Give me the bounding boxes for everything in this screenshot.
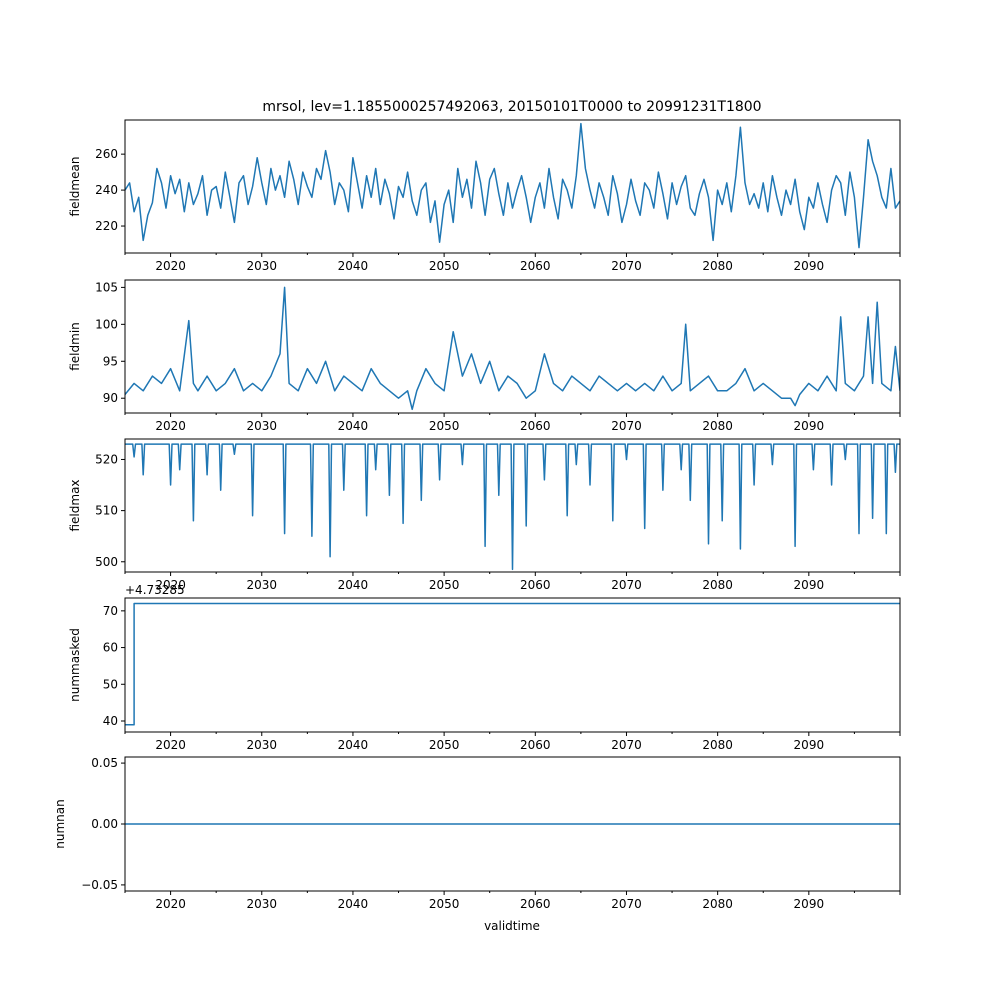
y-tick-label: 0.00 <box>91 817 118 831</box>
y-tick-label: 100 <box>95 317 118 331</box>
x-tick-label: 2050 <box>429 897 460 911</box>
x-tick-label: 2030 <box>246 578 277 592</box>
x-tick-label: 2020 <box>155 578 186 592</box>
y-tick-label: 60 <box>103 641 118 655</box>
x-tick-label: 2050 <box>429 578 460 592</box>
x-tick-label: 2080 <box>702 738 733 752</box>
x-tick-label: 2040 <box>338 259 369 273</box>
x-tick-label: 2080 <box>702 897 733 911</box>
figure-title: mrsol, lev=1.1855000257492063, 20150101T… <box>262 99 761 115</box>
x-tick-label: 2060 <box>520 419 551 433</box>
y-tick-label: −0.05 <box>81 878 118 892</box>
axes-frame <box>124 279 901 414</box>
x-tick-label: 2090 <box>794 419 825 433</box>
series-line-fieldmean <box>125 122 900 249</box>
axes-frame <box>124 119 901 254</box>
panel-fieldmin: 90 95 100 105 2020 2030 2040 2050 2060 2070 2080 20… <box>68 279 901 433</box>
x-tick-label: 2090 <box>794 897 825 911</box>
panel-fieldmax: 500 510 520 2020 2030 2040 2050 2060 2070 2080 209… <box>68 438 901 592</box>
x-tick-label: 2060 <box>520 259 551 273</box>
y-axis-label-fieldmean: fieldmean <box>68 157 82 217</box>
x-tick-label: 2090 <box>794 738 825 752</box>
x-tick-label: 2020 <box>155 738 186 752</box>
y-tick-label: 510 <box>95 504 118 518</box>
x-tick-label: 2030 <box>246 419 277 433</box>
x-tick-label: 2080 <box>702 259 733 273</box>
panel-nummasked: 40 50 60 70 2020 2030 2040 2050 2060 2070 2080 2090… <box>68 583 901 752</box>
y-tick-label: 260 <box>95 147 118 161</box>
x-tick-label: 2020 <box>155 419 186 433</box>
x-tick-label: 2040 <box>338 897 369 911</box>
y-tick-label: 220 <box>95 219 118 233</box>
y-tick-label: 500 <box>95 555 118 569</box>
x-tick-label: 2070 <box>611 419 642 433</box>
panels: 220 240 260 2020 2030 2040 2050 2060 2070 2080 209… <box>53 119 901 911</box>
x-tick-label: 2030 <box>246 259 277 273</box>
series-line-fieldmin <box>125 286 900 411</box>
y-tick-label: 95 <box>103 354 118 368</box>
x-tick-label: 2090 <box>794 578 825 592</box>
x-tick-label: 2040 <box>338 738 369 752</box>
y-axis-label-numnan: numnan <box>53 799 67 848</box>
x-tick-label: 2070 <box>611 259 642 273</box>
x-tick-label: 2070 <box>611 897 642 911</box>
panel-fieldmean: 220 240 260 2020 2030 2040 2050 2060 2070 2080 209… <box>68 119 901 273</box>
x-tick-label: 2070 <box>611 578 642 592</box>
y-tick-label: 0.05 <box>91 756 118 770</box>
x-tick-label: 2090 <box>794 259 825 273</box>
x-tick-label: 2080 <box>702 578 733 592</box>
x-axis-label: validtime <box>484 919 540 933</box>
x-tick-label: 2060 <box>520 578 551 592</box>
y-tick-label: 520 <box>95 452 118 466</box>
x-tick-label: 2030 <box>246 897 277 911</box>
x-tick-label: 2020 <box>155 259 186 273</box>
series-line-fieldmax <box>125 443 900 571</box>
x-tick-label: 2060 <box>520 897 551 911</box>
axes-frame <box>124 438 901 573</box>
x-tick-label: 2050 <box>429 738 460 752</box>
x-tick-label: 2080 <box>702 419 733 433</box>
series-line-nummasked <box>125 602 900 726</box>
y-tick-label: 40 <box>103 714 118 728</box>
y-axis-label-fieldmin: fieldmin <box>68 322 82 371</box>
x-tick-label: 2050 <box>429 419 460 433</box>
x-tick-label: 2060 <box>520 738 551 752</box>
x-tick-label: 2040 <box>338 419 369 433</box>
x-tick-label: 2020 <box>155 897 186 911</box>
y-tick-label: 105 <box>95 280 118 294</box>
x-tick-label: 2070 <box>611 738 642 752</box>
y-tick-label: 240 <box>95 183 118 197</box>
y-axis-label-nummasked: nummasked <box>68 628 82 702</box>
y-tick-label: 50 <box>103 677 118 691</box>
panel-numnan: −0.05 0.00 0.05 2020 2030 2040 2050 2060 2070 208… <box>53 756 901 911</box>
x-tick-label: 2040 <box>338 578 369 592</box>
x-tick-label: 2030 <box>246 738 277 752</box>
axes-frame <box>124 597 901 733</box>
y-tick-label: 90 <box>103 391 118 405</box>
y-axis-label-fieldmax: fieldmax <box>68 479 82 531</box>
y-offset-label: +4.73285 <box>125 583 185 597</box>
y-tick-label: 70 <box>103 604 118 618</box>
x-tick-label: 2050 <box>429 259 460 273</box>
